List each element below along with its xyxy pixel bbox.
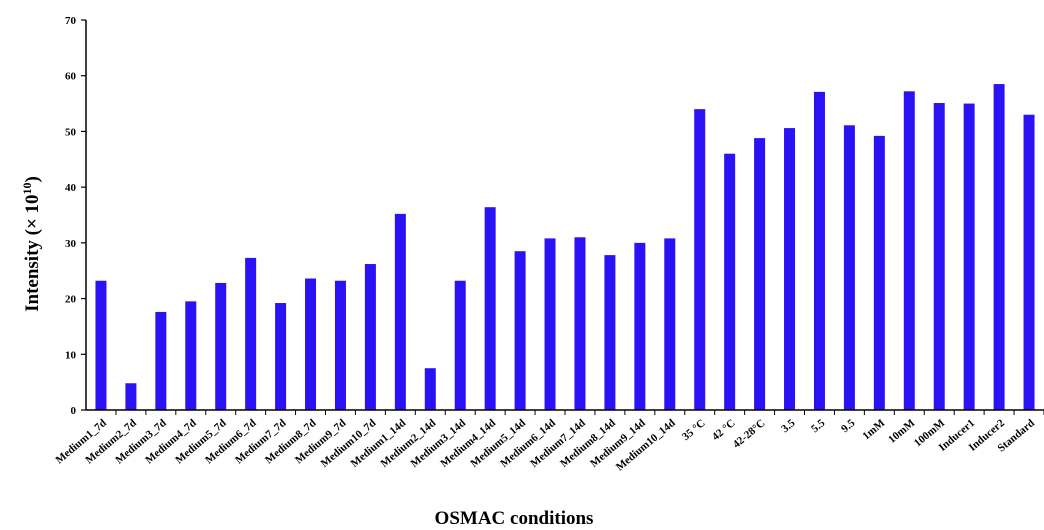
- y-tick-label: 20: [65, 294, 77, 306]
- y-tick-label: 30: [65, 238, 77, 250]
- bar: [664, 238, 676, 410]
- bar: [155, 311, 167, 410]
- bar: [334, 280, 346, 410]
- bar: [903, 91, 915, 411]
- y-axis-title: Intensity (× 1010): [20, 176, 43, 312]
- bar: [694, 109, 706, 411]
- bar: [185, 301, 197, 410]
- bar: [634, 242, 646, 410]
- y-tick-label: 60: [65, 71, 77, 83]
- x-tick-label: 42-28°C: [731, 417, 768, 451]
- y-axis-title-suffix: ): [22, 176, 43, 182]
- bar: [514, 251, 526, 410]
- bar: [394, 213, 406, 410]
- bar: [424, 368, 436, 410]
- y-tick-label: 10: [65, 349, 77, 361]
- bar: [933, 103, 945, 410]
- y-tick-label: 50: [65, 126, 77, 138]
- bar: [813, 91, 825, 410]
- y-axis: 0 10 20 30 40 50 60 70: [65, 15, 87, 417]
- bar: [574, 237, 586, 410]
- bar: [784, 128, 796, 411]
- bar: [364, 264, 376, 410]
- bar: [95, 280, 107, 410]
- x-tick-label: 35 °C: [680, 417, 708, 443]
- bar: [754, 138, 766, 410]
- bar: [843, 125, 855, 411]
- x-axis: Medium1_7dMedium2_7dMedium3_7dMedium4_7d…: [53, 409, 1044, 473]
- bar: [215, 282, 227, 410]
- y-tick-label: 70: [65, 15, 77, 27]
- x-tick-label: 9.5: [839, 417, 858, 435]
- y-axis-title-prefix: Intensity (× 10: [22, 194, 43, 311]
- x-tick-label: 3.5: [779, 417, 798, 435]
- y-tick-label: 0: [71, 405, 77, 417]
- bar: [993, 84, 1005, 411]
- bar: [604, 255, 616, 410]
- bars: [95, 84, 1035, 411]
- bar: [963, 103, 975, 411]
- bar: [544, 238, 556, 410]
- bar: [873, 135, 885, 410]
- x-tick-label: 1mM: [860, 417, 887, 443]
- y-tick-label: 40: [65, 182, 77, 194]
- bar: [1023, 114, 1035, 410]
- bar: [305, 278, 317, 410]
- x-tick-label: 5.5: [809, 417, 828, 435]
- bar: [484, 207, 496, 410]
- bar: [275, 303, 287, 410]
- bar: [125, 383, 137, 410]
- bar: [245, 257, 257, 410]
- bar: [724, 153, 736, 410]
- x-axis-title: OSMAC conditions: [435, 508, 594, 529]
- y-axis-title-exponent: 10: [20, 182, 34, 194]
- bar: [454, 280, 466, 410]
